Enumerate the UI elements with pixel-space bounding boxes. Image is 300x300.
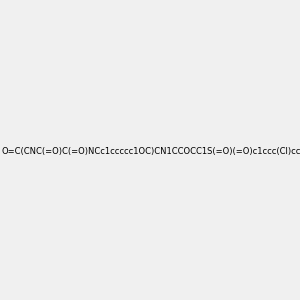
Text: O=C(CNC(=O)C(=O)NCc1ccccc1OC)CN1CCOCC1S(=O)(=O)c1ccc(Cl)cc1: O=C(CNC(=O)C(=O)NCc1ccccc1OC)CN1CCOCC1S(…	[2, 147, 300, 156]
